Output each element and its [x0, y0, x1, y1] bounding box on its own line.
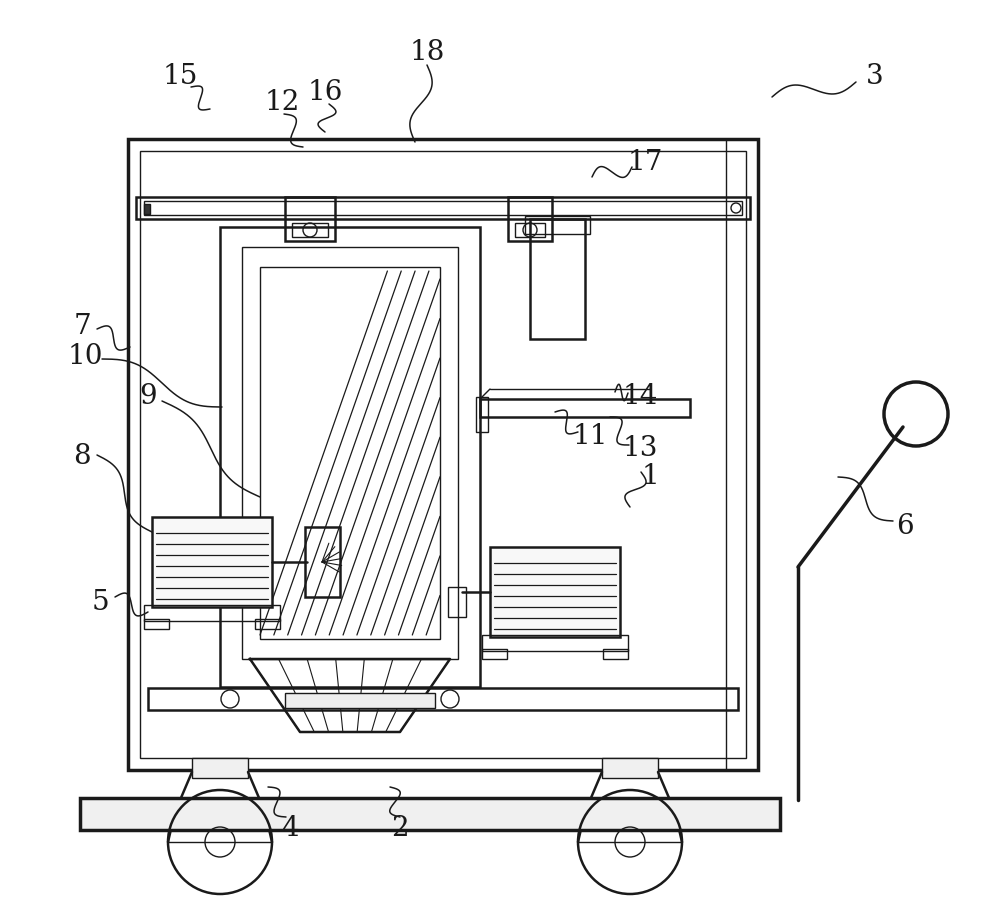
- Text: 5: 5: [91, 589, 109, 616]
- Text: 8: 8: [73, 444, 91, 471]
- Bar: [140, 151, 746, 758]
- Bar: [602, 758, 658, 778]
- Bar: [490, 547, 620, 637]
- Bar: [292, 223, 328, 237]
- Bar: [515, 223, 545, 237]
- Text: 14: 14: [622, 384, 658, 411]
- Bar: [144, 605, 280, 621]
- Bar: [285, 197, 335, 241]
- Bar: [242, 247, 458, 659]
- Bar: [480, 399, 690, 417]
- Bar: [152, 517, 272, 607]
- Text: 13: 13: [622, 435, 658, 463]
- Bar: [482, 649, 507, 659]
- Bar: [508, 197, 552, 241]
- Bar: [148, 688, 738, 710]
- Text: 16: 16: [307, 79, 343, 105]
- Text: 17: 17: [627, 149, 663, 175]
- Text: 3: 3: [866, 63, 884, 91]
- Bar: [305, 527, 340, 597]
- Text: 9: 9: [139, 384, 157, 411]
- Bar: [144, 619, 169, 629]
- Bar: [530, 219, 585, 339]
- Bar: [136, 197, 750, 219]
- Text: 15: 15: [162, 63, 198, 91]
- Bar: [80, 798, 780, 830]
- Text: 2: 2: [391, 815, 409, 843]
- Bar: [525, 216, 590, 234]
- Bar: [448, 587, 466, 617]
- Bar: [255, 619, 280, 629]
- Bar: [220, 227, 480, 687]
- Text: 18: 18: [409, 38, 445, 65]
- Text: 6: 6: [896, 513, 914, 541]
- Bar: [192, 758, 248, 778]
- Bar: [603, 649, 628, 659]
- Text: 12: 12: [264, 89, 300, 115]
- Bar: [128, 139, 758, 770]
- Text: 10: 10: [67, 344, 103, 370]
- Text: 1: 1: [641, 463, 659, 491]
- Text: 4: 4: [281, 815, 299, 843]
- Bar: [260, 267, 440, 639]
- Bar: [285, 693, 435, 708]
- Bar: [482, 635, 628, 651]
- Text: 11: 11: [572, 424, 608, 451]
- Bar: [144, 201, 742, 215]
- Bar: [144, 204, 150, 214]
- Text: 7: 7: [73, 314, 91, 340]
- Bar: [476, 397, 488, 432]
